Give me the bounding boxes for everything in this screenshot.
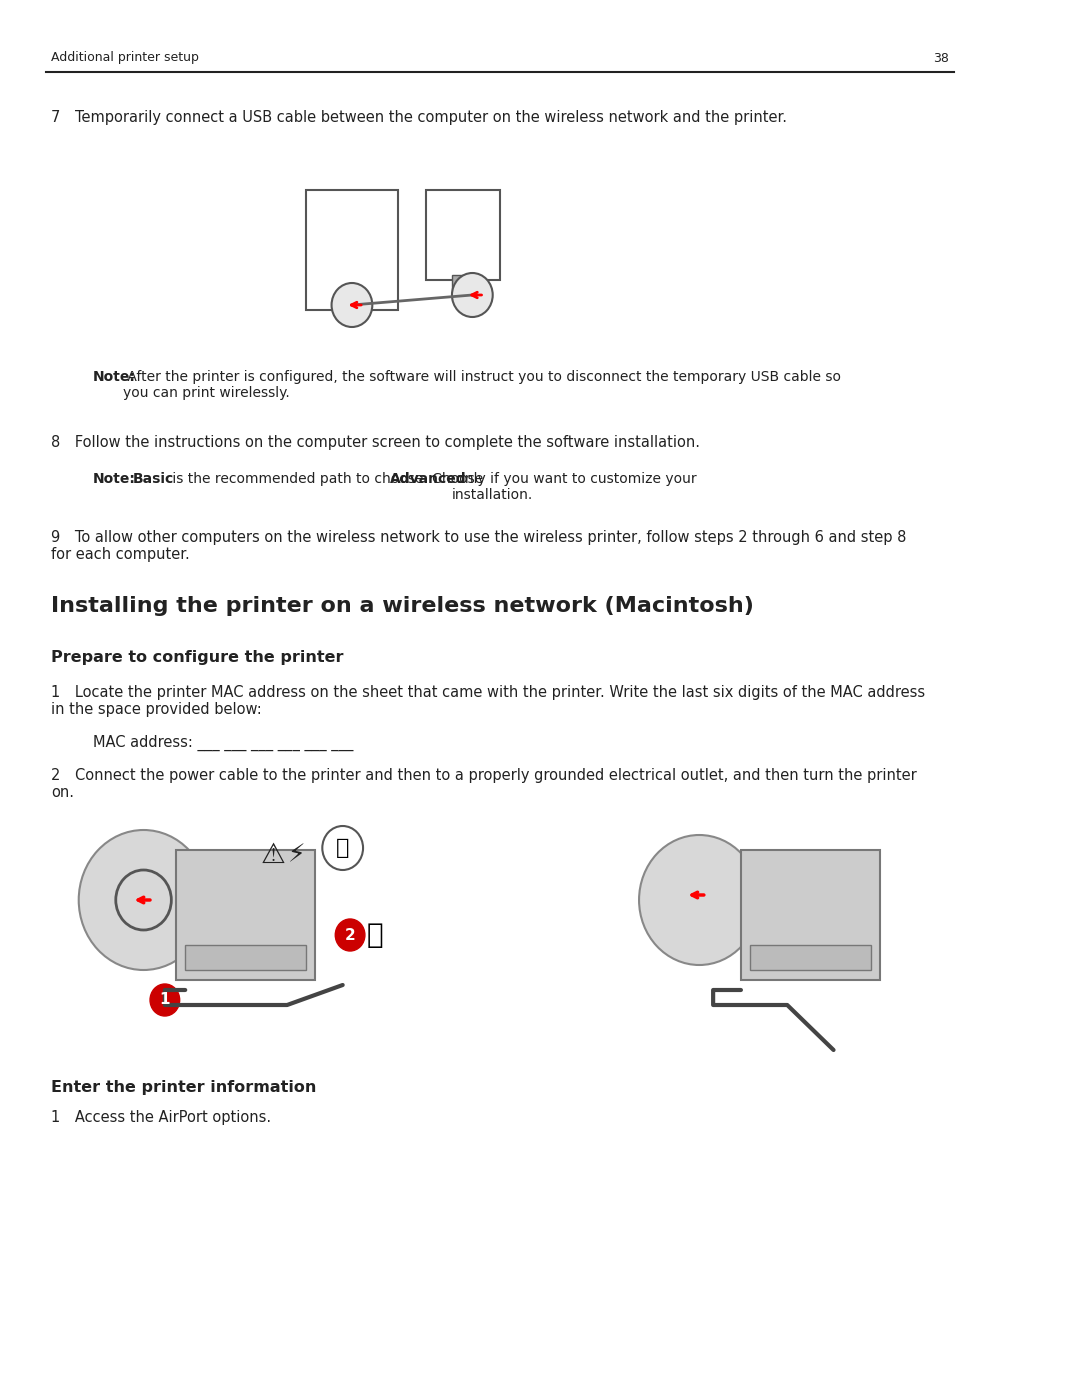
Bar [306, 190, 399, 310]
Circle shape [639, 835, 759, 965]
Text: Prepare to configure the printer: Prepare to configure the printer [51, 650, 343, 665]
Text: Advanced: Advanced [390, 472, 467, 486]
Text: Basic: Basic [133, 472, 174, 486]
Circle shape [451, 272, 492, 317]
Bar [186, 944, 306, 970]
Text: Enter the printer information: Enter the printer information [51, 1080, 316, 1095]
Text: Note:: Note: [93, 370, 135, 384]
Bar [751, 944, 870, 970]
Bar [451, 275, 474, 300]
Circle shape [79, 830, 208, 970]
Text: 1 Access the AirPort options.: 1 Access the AirPort options. [51, 1111, 271, 1125]
Bar [176, 849, 315, 981]
Text: 9 To allow other computers on the wireless network to use the wireless printer, : 9 To allow other computers on the wirele… [51, 529, 906, 563]
Text: Additional printer setup: Additional printer setup [51, 52, 199, 64]
Text: MAC address: ___ ___ ___ ___ ___ ___: MAC address: ___ ___ ___ ___ ___ ___ [93, 735, 353, 752]
Circle shape [150, 983, 179, 1016]
Circle shape [332, 284, 373, 327]
Circle shape [335, 919, 365, 951]
Text: ⚡: ⚡ [287, 842, 306, 868]
Text: 1: 1 [160, 992, 171, 1007]
Text: 2 Connect the power cable to the printer and then to a properly grounded electri: 2 Connect the power cable to the printer… [51, 768, 917, 800]
Text: 2: 2 [345, 928, 355, 943]
Bar [426, 190, 500, 279]
Bar [741, 849, 880, 981]
Text: After the printer is configured, the software will instruct you to disconnect th: After the printer is configured, the sof… [123, 370, 840, 400]
Text: ⚠: ⚠ [260, 841, 285, 869]
Text: 8 Follow the instructions on the computer screen to complete the software instal: 8 Follow the instructions on the compute… [51, 434, 700, 450]
Text: Installing the printer on a wireless network (Macintosh): Installing the printer on a wireless net… [51, 597, 754, 616]
Text: 1 Locate the printer MAC address on the sheet that came with the printer. Write : 1 Locate the printer MAC address on the … [51, 685, 926, 718]
Text: Note:: Note: [93, 472, 135, 486]
Text: 👤: 👤 [336, 838, 349, 858]
Text: 7 Temporarily connect a USB cable between the computer on the wireless network a: 7 Temporarily connect a USB cable betwee… [51, 110, 787, 124]
Text: only if you want to customize your
installation.: only if you want to customize your insta… [451, 472, 697, 502]
Text: is the recommended path to choose. Choose: is the recommended path to choose. Choos… [167, 472, 487, 486]
Text: 🔌: 🔌 [367, 921, 383, 949]
Text: 38: 38 [933, 52, 949, 64]
